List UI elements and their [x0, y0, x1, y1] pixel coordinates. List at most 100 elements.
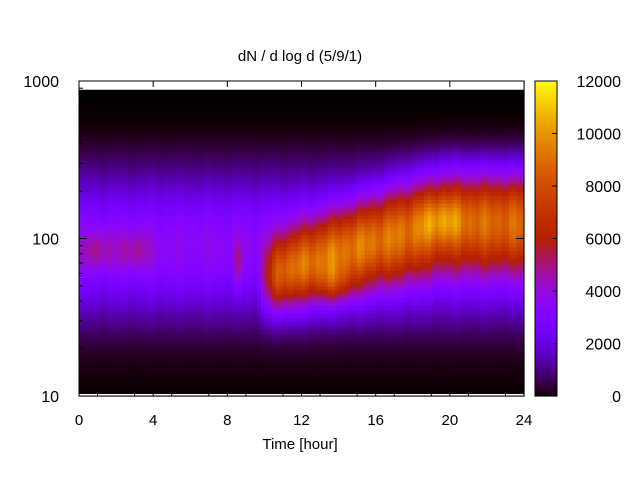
heatmap-cell [301, 293, 306, 299]
heatmap-cell [93, 368, 99, 373]
heatmap-cell [127, 155, 132, 161]
heatmap-cell [142, 226, 147, 232]
heatmap-cell [282, 266, 288, 271]
heatmap-cell [82, 199, 88, 204]
heatmap-cell [294, 183, 299, 188]
heatmap-cell [112, 179, 117, 184]
heatmap-cell [149, 242, 154, 247]
heatmap-cell [156, 313, 162, 318]
heatmap-cell [201, 297, 206, 303]
heatmap-cell [190, 179, 195, 184]
heatmap-cell [290, 305, 295, 310]
heatmap-cell [223, 116, 228, 121]
heatmap-cell [190, 167, 195, 173]
heatmap-cell [275, 147, 280, 153]
heatmap-cell [127, 112, 132, 118]
heatmap-cell [290, 218, 295, 224]
heatmap-cell [127, 163, 132, 169]
heatmap-cell [164, 309, 169, 314]
heatmap-cell [286, 112, 291, 118]
heatmap-cell [212, 329, 217, 334]
heatmap-cell [264, 234, 269, 240]
heatmap-cell [257, 140, 262, 145]
heatmap-cell [112, 266, 117, 271]
heatmap-cell [86, 258, 91, 263]
heatmap-cell [145, 329, 151, 334]
heatmap-cell [145, 187, 151, 192]
heatmap-cell [171, 226, 177, 232]
heatmap-cell [305, 136, 310, 141]
heatmap-cell [231, 297, 236, 303]
heatmap-cell [156, 195, 162, 200]
heatmap-cell [212, 376, 217, 381]
heatmap-cell [90, 96, 95, 102]
heatmap-cell [245, 254, 251, 259]
heatmap-cell [216, 258, 221, 263]
heatmap-cell [205, 159, 210, 165]
heatmap-cell [90, 203, 95, 208]
heatmap-cell [260, 100, 266, 106]
heatmap-cell [242, 214, 247, 220]
heatmap-cell [201, 376, 206, 381]
heatmap-cell [308, 301, 314, 307]
heatmap-cell [201, 325, 206, 330]
heatmap-cell [193, 195, 199, 200]
heatmap-cell [264, 309, 269, 314]
heatmap-cell [138, 293, 143, 299]
heatmap-cell [268, 329, 273, 334]
heatmap-cell [186, 270, 191, 275]
heatmap-cell [249, 116, 254, 121]
heatmap-cell [156, 187, 162, 192]
heatmap-cell [245, 293, 251, 299]
heatmap-cell [153, 360, 158, 366]
heatmap-cell [245, 289, 251, 295]
heatmap-cell [119, 203, 125, 208]
heatmap-cell [216, 289, 221, 295]
heatmap-cell [116, 297, 121, 303]
heatmap-cell [149, 222, 154, 228]
heatmap-cell [275, 266, 280, 271]
heatmap-cell [168, 116, 173, 121]
heatmap-cell [127, 128, 132, 133]
heatmap-cell [86, 187, 91, 192]
heatmap-cell [138, 214, 143, 220]
heatmap-cell [119, 336, 125, 342]
heatmap-cell [301, 258, 306, 263]
heatmap-cell [123, 368, 128, 373]
heatmap-cell [116, 183, 121, 188]
heatmap-cell [275, 289, 280, 295]
heatmap-cell [301, 183, 306, 188]
heatmap-cell [223, 151, 228, 157]
heatmap-cell [79, 226, 84, 232]
heatmap-cell [279, 301, 284, 307]
heatmap-cell [97, 273, 102, 279]
heatmap-cell [216, 297, 221, 303]
heatmap-cell [179, 104, 184, 110]
heatmap-cell [294, 144, 299, 149]
heatmap-cell [286, 313, 291, 318]
heatmap-cell [142, 175, 147, 181]
heatmap-cell [223, 356, 228, 362]
heatmap-cell [164, 301, 169, 307]
heatmap-cell [186, 147, 191, 153]
heatmap-cell [234, 333, 240, 338]
heatmap-cell [216, 92, 221, 98]
heatmap-cell [279, 266, 284, 271]
heatmap-cell [208, 120, 214, 125]
heatmap-cell [79, 238, 84, 244]
heatmap-cell [257, 258, 262, 263]
heatmap-cell [271, 380, 277, 385]
heatmap-cell [101, 246, 106, 251]
heatmap-cell [186, 116, 191, 121]
heatmap-cell [197, 293, 202, 299]
heatmap-cell [82, 191, 88, 196]
heatmap-cell [90, 297, 95, 303]
heatmap-cell [130, 348, 136, 354]
heatmap-cell [290, 234, 295, 240]
heatmap-cell [234, 273, 240, 279]
heatmap-cell [182, 364, 188, 370]
heatmap-cell [168, 293, 173, 299]
heatmap-cell [193, 187, 199, 192]
heatmap-cell [301, 128, 306, 133]
heatmap-cell [253, 226, 258, 232]
